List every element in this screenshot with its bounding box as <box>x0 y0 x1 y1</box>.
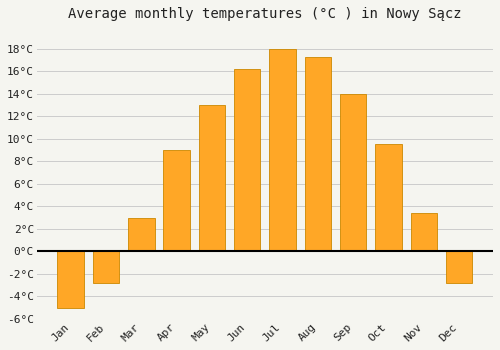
Bar <box>375 145 402 251</box>
Bar <box>340 94 366 251</box>
Bar <box>410 213 437 251</box>
Bar <box>58 251 84 308</box>
Bar <box>198 105 225 251</box>
Bar <box>446 251 472 283</box>
Bar <box>128 218 154 251</box>
Bar <box>304 57 331 251</box>
Bar <box>234 69 260 251</box>
Bar <box>270 49 296 251</box>
Bar <box>93 251 120 283</box>
Title: Average monthly temperatures (°C ) in Nowy Sącz: Average monthly temperatures (°C ) in No… <box>68 7 462 21</box>
Bar <box>164 150 190 251</box>
